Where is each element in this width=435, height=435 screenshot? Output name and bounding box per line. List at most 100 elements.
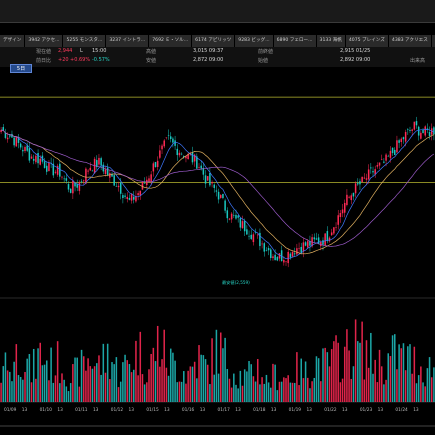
candle-body [150, 174, 152, 182]
candle-body [324, 233, 326, 246]
moving-average-line [1, 129, 435, 255]
candle-body [289, 253, 292, 258]
volume-bar [117, 387, 120, 402]
candle-body [304, 242, 307, 246]
candle-body [32, 158, 35, 161]
symbol-tab[interactable]: デザイン [0, 35, 26, 47]
candle-body [326, 231, 329, 242]
candle-body [250, 234, 252, 239]
volume-bar [76, 357, 78, 402]
candle-body [117, 185, 120, 188]
volume-bar [46, 360, 48, 402]
candle-body [433, 127, 435, 135]
candle-body [176, 148, 179, 156]
volume-bar [109, 379, 111, 402]
candle-body [4, 132, 7, 138]
volume-bar [74, 357, 76, 402]
volume-bar [339, 382, 342, 402]
symbol-tab[interactable]: 7692 Ｅ・ソル... [149, 35, 193, 47]
x-tick-label: 01/17 [218, 407, 231, 413]
volume-bar [289, 382, 292, 402]
candle-body [48, 162, 50, 172]
volume-bar [52, 382, 55, 402]
candle-body [241, 221, 244, 229]
candle-body [417, 126, 420, 136]
volume-bar [113, 364, 115, 402]
volume-bar [102, 343, 105, 402]
x-tick-label: 13 [306, 407, 312, 413]
open-label: 始値 [258, 58, 269, 64]
candle-body [317, 237, 320, 244]
symbol-tab[interactable]: 6174 アピリッツ [192, 35, 236, 47]
symbol-tab[interactable]: 5255 モンスタ... [63, 35, 107, 47]
candle-body [370, 167, 372, 169]
candle-body [85, 168, 87, 184]
change-value: +20 [58, 57, 69, 63]
volume-bar [200, 354, 202, 402]
volume-bar [63, 379, 65, 402]
candle-body [122, 195, 124, 198]
low-value: 2,872 09:00 [193, 57, 224, 63]
volume-bar [196, 378, 198, 402]
x-tick-label: 01/24 [395, 407, 408, 413]
volume-bar [22, 379, 24, 402]
candle-body [259, 232, 261, 247]
volume-bar [17, 375, 20, 402]
x-tick-label: 13 [235, 407, 241, 413]
candle-body [39, 158, 41, 165]
volume-bar [28, 354, 31, 402]
candle-body [124, 195, 126, 197]
candle-body [239, 218, 242, 228]
candle-body [243, 221, 246, 232]
symbol-tab[interactable]: 3237 イントラ... [106, 35, 150, 47]
volume-bar [139, 331, 142, 402]
candle-body [267, 248, 270, 251]
candle-body [226, 210, 229, 219]
symbol-tab[interactable]: 9283 ビッグ... [235, 35, 274, 47]
period-button[interactable]: 5日 [10, 64, 32, 73]
volume-bar [89, 366, 92, 402]
volume-bar [372, 373, 374, 402]
candle-body [400, 138, 403, 143]
candle-body [380, 159, 383, 160]
volume-bar [378, 349, 381, 402]
symbol-tab[interactable]: 4383 アクリエス [388, 35, 432, 47]
candle-body [89, 167, 92, 171]
candle-body [204, 175, 207, 184]
x-tick-label: 13 [22, 407, 28, 413]
symbol-tab[interactable]: 4075 ブレインズ [345, 35, 389, 47]
x-tick-label: 01/15 [146, 407, 159, 413]
candle-body [422, 129, 424, 133]
volume-bar [137, 375, 139, 402]
volume-bar [193, 361, 196, 402]
volume-bar [430, 377, 433, 402]
symbol-tab[interactable]: 3942 アクセ... [25, 35, 64, 47]
open-value: 2,892 09:00 [340, 57, 371, 63]
volume-bar [93, 366, 96, 402]
x-tick-label: 13 [271, 407, 277, 413]
volume-bar [6, 370, 9, 402]
volume-bar [326, 352, 329, 402]
symbol-tab[interactable]: 6890 フェロー... [273, 35, 317, 47]
volume-bar [15, 344, 18, 402]
change-label: 前日比 [36, 58, 52, 64]
candle-body [283, 259, 285, 263]
candle-body [185, 156, 187, 159]
volume-bar [141, 374, 144, 402]
candle-body [420, 132, 422, 139]
candle-body [206, 176, 209, 181]
candle-body [270, 249, 272, 258]
volume-bar [233, 373, 235, 402]
volume-bar [226, 368, 229, 402]
candle-body [180, 153, 183, 155]
candle-body [311, 237, 313, 247]
candle-body [11, 133, 13, 138]
symbol-tab[interactable]: 3133 海帆 [316, 35, 346, 47]
volume-bar [0, 382, 2, 402]
volume-bar [104, 372, 107, 402]
volume-bar [163, 329, 165, 402]
volume-bar [172, 352, 174, 402]
volume-bar [361, 321, 363, 402]
candle-body [76, 184, 78, 188]
volume-bar [396, 369, 398, 402]
